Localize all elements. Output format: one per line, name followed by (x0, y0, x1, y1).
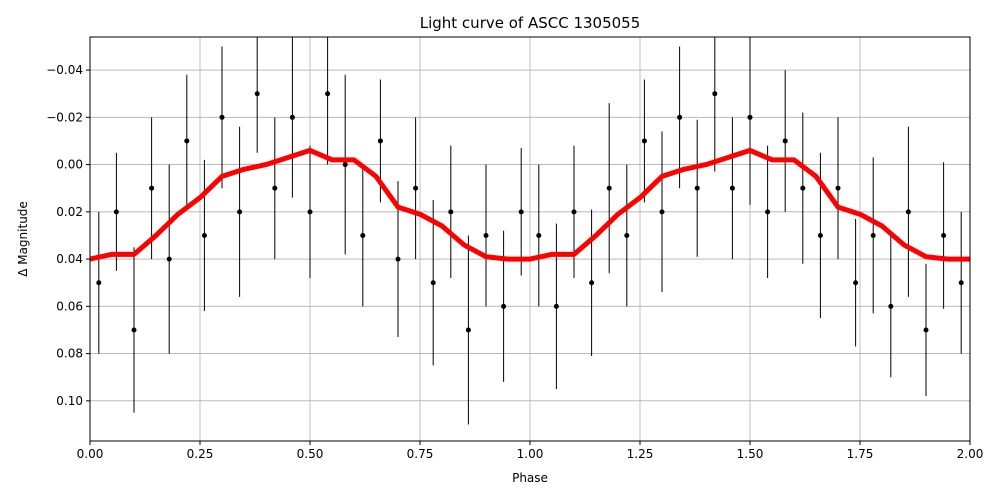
x-tick-label: 0.00 (77, 447, 104, 461)
data-point (853, 280, 859, 286)
data-point (448, 209, 454, 215)
data-point (395, 256, 401, 262)
data-point (272, 185, 278, 191)
y-tick-label: 0.04 (56, 252, 83, 266)
y-tick-label: 0.06 (56, 299, 83, 313)
data-point (677, 114, 683, 120)
data-point (624, 232, 630, 238)
data-point (923, 327, 929, 333)
y-tick-label: 0.08 (56, 347, 83, 361)
data-point (325, 91, 331, 97)
x-tick-label: 1.50 (737, 447, 764, 461)
data-point (905, 209, 911, 215)
data-point (465, 327, 471, 333)
data-point (589, 280, 595, 286)
y-tick-label: 0.10 (56, 394, 83, 408)
data-point (96, 280, 102, 286)
data-point (430, 280, 436, 286)
x-tick-label: 0.50 (297, 447, 324, 461)
x-tick-label: 0.75 (407, 447, 434, 461)
data-point (518, 209, 524, 215)
x-tick-label: 1.75 (847, 447, 874, 461)
data-point (360, 232, 366, 238)
data-point (113, 209, 119, 215)
data-point (553, 303, 559, 309)
x-axis-label: Phase (512, 471, 548, 485)
data-point (483, 232, 489, 238)
x-tick-label: 1.25 (627, 447, 654, 461)
data-point (941, 232, 947, 238)
data-point (219, 114, 225, 120)
data-point (413, 185, 419, 191)
data-point (501, 303, 507, 309)
data-point (659, 209, 665, 215)
data-point (870, 232, 876, 238)
data-point (782, 138, 788, 144)
x-tick-label: 1.00 (517, 447, 544, 461)
axes: 0.00 0.25 0.50 0.75 1.00 1.25 1.50 1.75 2.00 −0.0… (46, 63, 983, 461)
data-point (888, 303, 894, 309)
x-tick-label: 0.25 (187, 447, 214, 461)
data-point (201, 232, 207, 238)
data-point (149, 185, 155, 191)
data-point (254, 91, 260, 97)
data-point (289, 114, 295, 120)
y-axis-label: Δ Magnitude (16, 201, 30, 277)
data-point (184, 138, 190, 144)
data-point (958, 280, 964, 286)
data-point (641, 138, 647, 144)
data-point (606, 185, 612, 191)
data-point (835, 185, 841, 191)
data-point (536, 232, 542, 238)
data-point (571, 209, 577, 215)
data-point (765, 209, 771, 215)
data-point (729, 185, 735, 191)
x-tick-label: 2.00 (957, 447, 984, 461)
data-point (800, 185, 806, 191)
data-point (747, 114, 753, 120)
data-point (307, 209, 313, 215)
data-point (131, 327, 137, 333)
data-point (694, 185, 700, 191)
data-point (377, 138, 383, 144)
plot-area (90, 37, 970, 425)
y-tick-label: −0.04 (46, 63, 83, 77)
data-point (166, 256, 172, 262)
y-tick-label: −0.02 (46, 110, 83, 124)
y-tick-label: 0.02 (56, 205, 83, 219)
data-point (712, 91, 718, 97)
binned-curve (90, 147, 970, 262)
data-point (237, 209, 243, 215)
y-tick-label: 0.00 (56, 158, 83, 172)
data-point (342, 162, 348, 168)
chart-title: Light curve of ASCC 1305055 (420, 14, 641, 32)
data-point (817, 232, 823, 238)
